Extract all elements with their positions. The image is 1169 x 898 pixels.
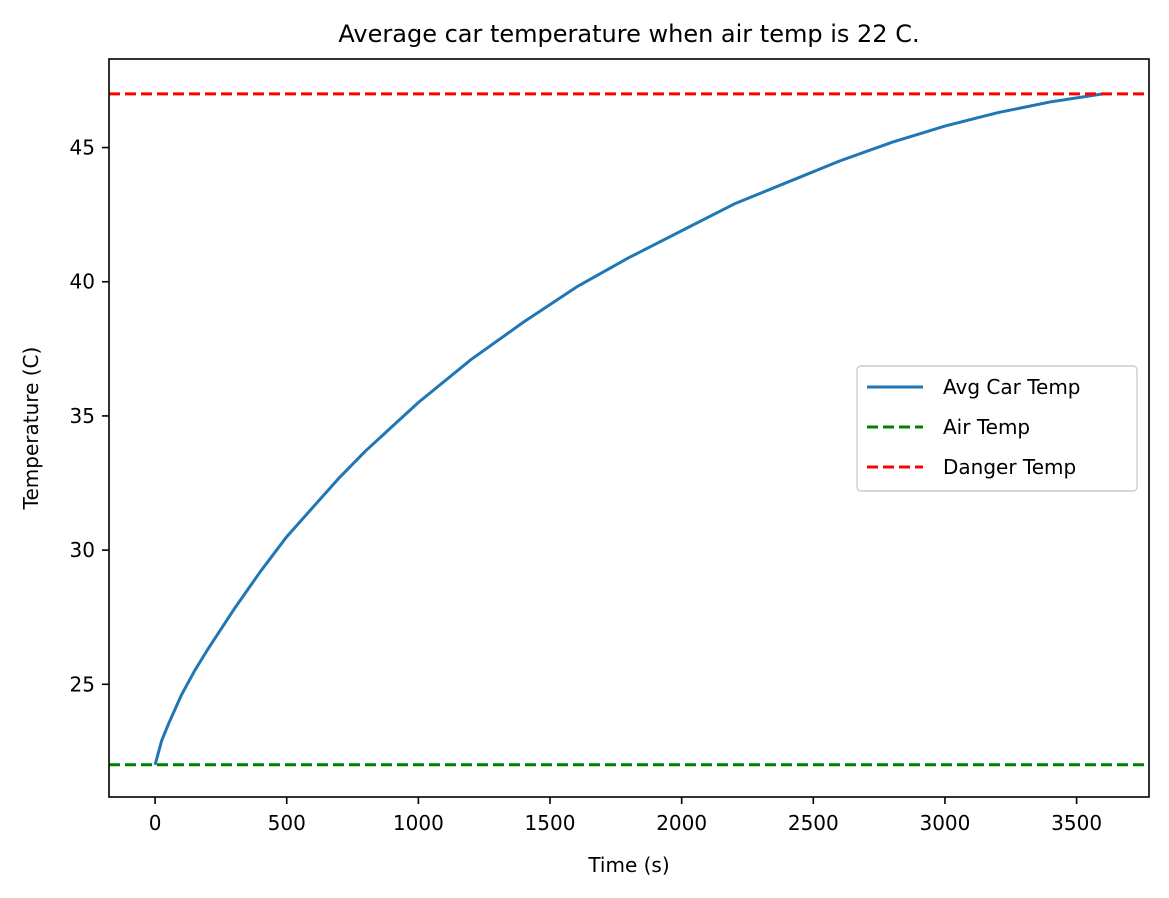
avg-car-temp-line [153,92,1104,766]
legend-label-avg-car-temp: Avg Car Temp [943,375,1081,399]
legend: Avg Car Temp Air Temp Danger Temp [856,365,1138,492]
y-axis-label: Temperature (C) [19,347,43,511]
x-tick-label: 1000 [393,811,444,835]
x-tick-label: 500 [268,811,306,835]
x-tick-label: 2500 [788,811,839,835]
y-tick-label: 25 [70,672,95,696]
x-tick-label: 1500 [525,811,576,835]
x-axis-label: Time (s) [587,853,669,877]
x-axis: 0 500 1000 1500 2000 2500 3000 3500 [149,797,1102,835]
y-tick-label: 30 [70,538,95,562]
legend-label-air-temp: Air Temp [943,415,1030,439]
x-tick-label: 0 [149,811,162,835]
y-tick-label: 45 [70,136,95,160]
legend-box [856,365,1138,492]
y-axis: 25 30 35 40 45 [70,136,109,696]
plot-area [109,92,1149,767]
x-tick-label: 3500 [1051,811,1102,835]
chart-title: Average car temperature when air temp is… [338,20,919,48]
legend-label-danger-temp: Danger Temp [943,455,1076,479]
y-tick-label: 40 [70,270,95,294]
x-tick-label: 3000 [919,811,970,835]
plot-frame [108,58,1150,798]
x-tick-label: 2000 [656,811,707,835]
y-tick-label: 35 [70,404,95,428]
